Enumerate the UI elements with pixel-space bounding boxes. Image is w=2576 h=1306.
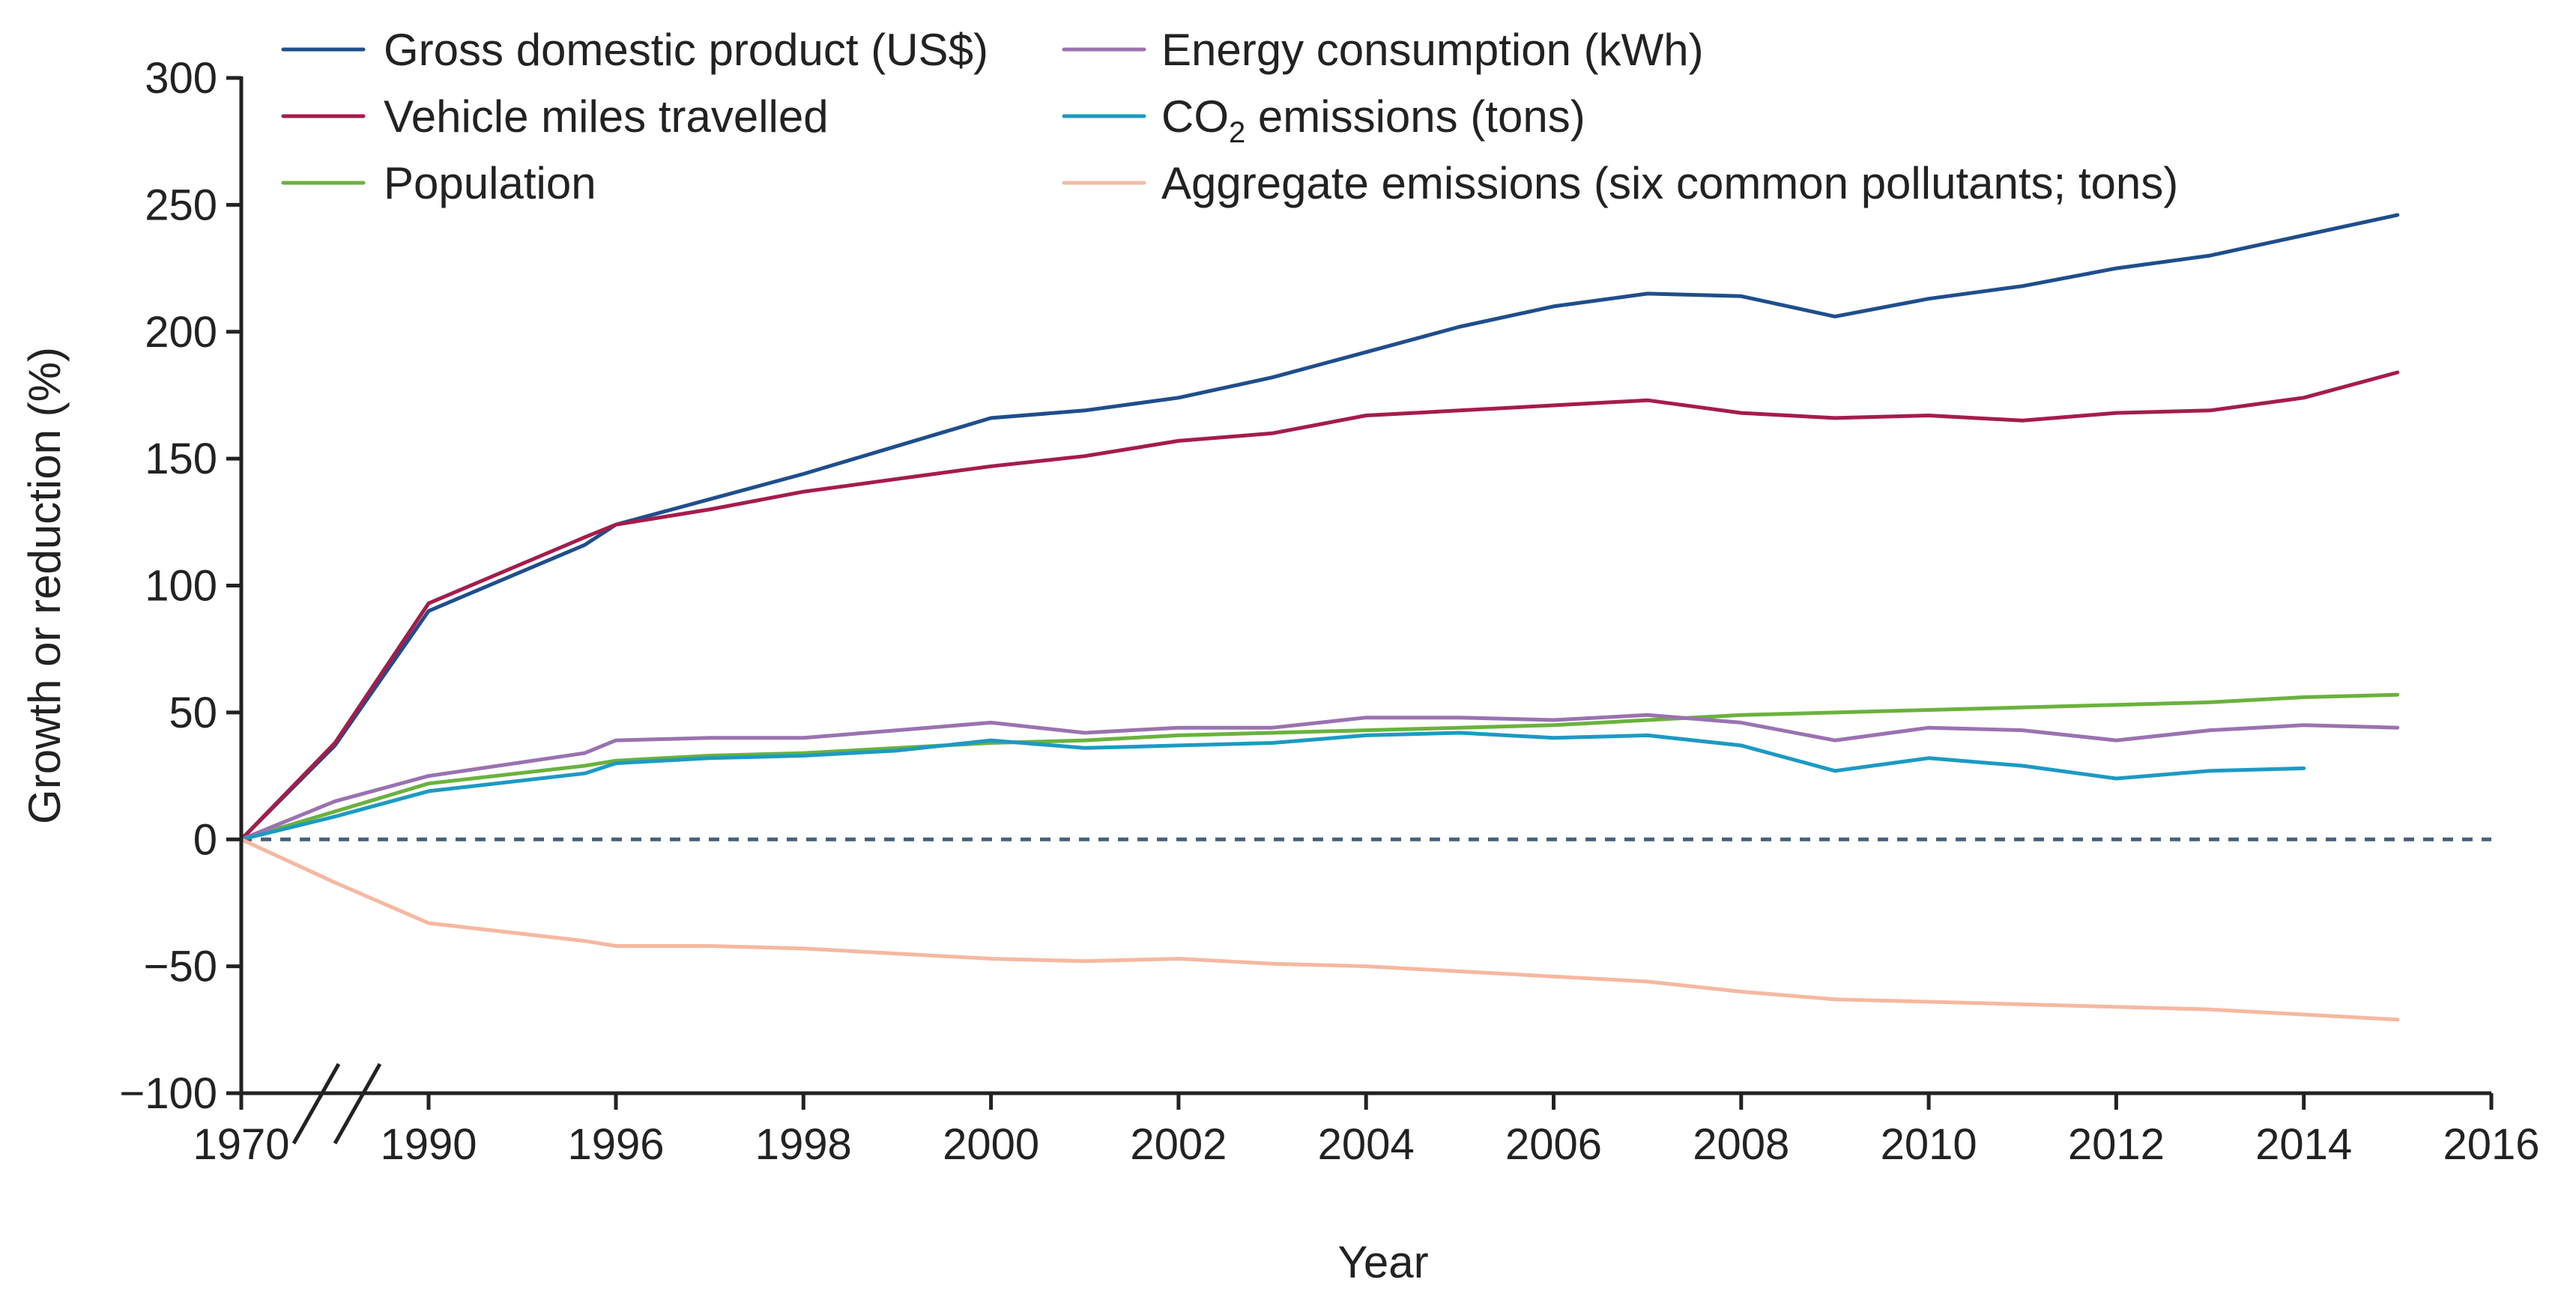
x-tick-label-4: 2000 bbox=[943, 1120, 1039, 1169]
x-tick-label-5: 2002 bbox=[1130, 1120, 1227, 1169]
y-tick-label-1: 250 bbox=[145, 181, 217, 229]
legend-label-population: Population bbox=[384, 158, 596, 208]
y-tick-label-5: 50 bbox=[169, 689, 217, 737]
series-line-energy bbox=[239, 713, 2400, 841]
legend-label-gdp: Gross domestic product (US$) bbox=[384, 25, 988, 75]
y-tick-label-7: −50 bbox=[144, 943, 217, 991]
co2-subscript: 2 bbox=[1229, 116, 1245, 149]
x-tick-label-3: 1998 bbox=[755, 1120, 852, 1169]
legend-item-population: Population bbox=[281, 158, 596, 208]
legend-item-aggregate: Aggregate emissions (six common pollutan… bbox=[1062, 158, 2178, 208]
x-tick-label-11: 2014 bbox=[2255, 1120, 2352, 1169]
axes-layer bbox=[239, 76, 2491, 1145]
x-tick-label-12: 2016 bbox=[2443, 1120, 2539, 1169]
series-layer bbox=[239, 213, 2400, 1022]
axis-break-slash-1 bbox=[333, 1062, 382, 1145]
y-tick-label-2: 200 bbox=[145, 308, 217, 357]
co2-rest-text: emissions (tons) bbox=[1245, 91, 1585, 142]
x-tick-label-6: 2004 bbox=[1318, 1120, 1415, 1169]
legend-item-energy: Energy consumption (kWh) bbox=[1062, 25, 1704, 75]
x-axis-title: Year bbox=[1337, 1237, 1428, 1287]
y-tick-label-6: 0 bbox=[193, 815, 217, 864]
legend-item-co2: CO2 emissions (tons) bbox=[1062, 91, 1585, 149]
x-tick-label-9: 2010 bbox=[1881, 1120, 1977, 1169]
co2-main-text: CO bbox=[1161, 91, 1229, 142]
axis-break-slash-0 bbox=[291, 1062, 341, 1145]
x-axis-break-marks bbox=[291, 1062, 382, 1145]
legend-label-vmt: Vehicle miles travelled bbox=[384, 91, 829, 142]
x-tick-label-1: 1990 bbox=[380, 1120, 477, 1169]
x-tick-label-7: 2006 bbox=[1505, 1120, 1602, 1169]
y-tick-label-0: 300 bbox=[145, 54, 217, 103]
x-tick-label-10: 2012 bbox=[2068, 1120, 2165, 1169]
y-tick-label-3: 150 bbox=[145, 435, 217, 483]
y-axis-title: Growth or reduction (%) bbox=[19, 347, 70, 824]
legend: Gross domestic product (US$) Vehicle mil… bbox=[281, 25, 2178, 208]
legend-label-co2: CO2 emissions (tons) bbox=[1161, 91, 1585, 149]
y-tick-label-8: −100 bbox=[119, 1069, 217, 1118]
series-line-co2 bbox=[239, 731, 2306, 841]
series-line-gdp bbox=[239, 213, 2400, 841]
series-line-vehicle-miles bbox=[239, 370, 2400, 841]
series-line-population bbox=[239, 692, 2400, 841]
legend-item-vmt: Vehicle miles travelled bbox=[281, 91, 829, 142]
legend-item-gdp: Gross domestic product (US$) bbox=[281, 25, 988, 75]
y-tick-label-4: 100 bbox=[145, 562, 217, 611]
series-line-aggregate-emissions bbox=[239, 837, 2400, 1022]
x-tick-label-0: 1970 bbox=[193, 1120, 289, 1169]
legend-label-energy: Energy consumption (kWh) bbox=[1161, 25, 1704, 75]
x-tick-label-2: 1996 bbox=[567, 1120, 664, 1169]
legend-label-aggregate: Aggregate emissions (six common pollutan… bbox=[1161, 158, 2178, 208]
x-tick-label-8: 2008 bbox=[1693, 1120, 1789, 1169]
